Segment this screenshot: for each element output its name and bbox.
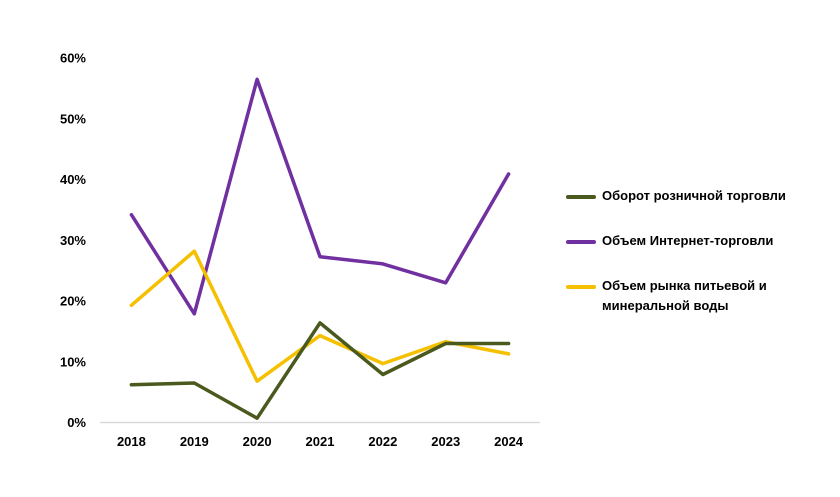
y-tick-label: 60% [60,51,86,66]
legend-label: Объем рынка питьевой и минеральной воды [602,278,767,313]
x-tick-label: 2023 [431,434,460,449]
legend: Оборот розничной торговли Объем Интернет-… [566,186,806,341]
legend-swatch [566,285,596,289]
x-tick-label: 2021 [306,434,335,449]
x-tick-label: 2024 [494,434,524,449]
legend-item: Оборот розничной торговли [566,186,806,206]
x-tick-label: 2018 [117,434,146,449]
legend-swatch [566,240,596,244]
y-axis-ticks: 0% 10% 20% 30% 40% 50% 60% [60,51,86,431]
y-tick-label: 30% [60,233,86,248]
y-tick-label: 40% [60,172,86,187]
x-tick-label: 2019 [180,434,209,449]
legend-item: Объем рынка питьевой и минеральной воды [566,276,806,316]
series-line-1 [129,77,511,316]
y-tick-label: 50% [60,111,86,126]
x-tick-label: 2022 [368,434,397,449]
legend-swatch [566,195,596,199]
series-line-2 [129,249,511,383]
series-line-0 [129,321,511,420]
legend-label: Объем Интернет-торговли [602,233,774,248]
y-tick-label: 0% [67,415,86,430]
y-tick-label: 10% [60,354,86,369]
legend-label: Оборот розничной торговли [602,188,786,203]
y-tick-label: 20% [60,294,86,309]
legend-item: Объем Интернет-торговли [566,231,806,251]
x-axis-ticks: 2018 2019 2020 2021 2022 2023 2024 [117,434,524,449]
x-tick-label: 2020 [243,434,272,449]
series-lines [129,77,511,420]
